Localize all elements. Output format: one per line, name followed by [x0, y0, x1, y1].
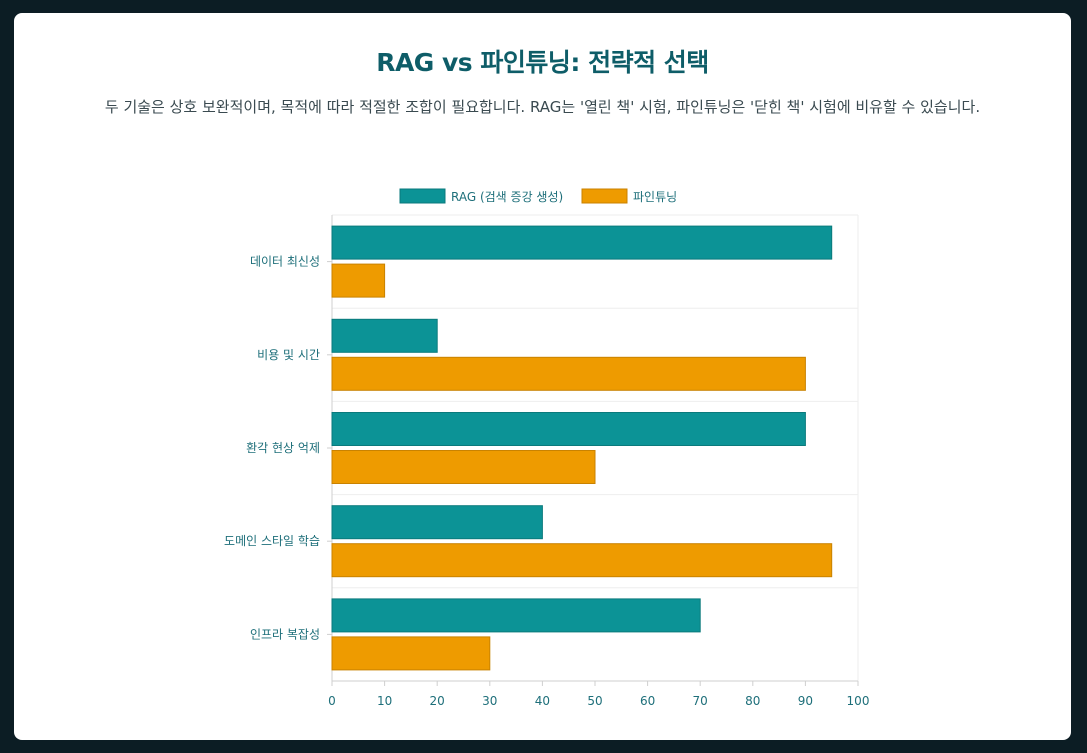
- page-subtitle: 두 기술은 상호 보완적이며, 목적에 따라 적절한 조합이 필요합니다. RA…: [104, 98, 981, 116]
- legend-swatch-0: [399, 188, 446, 204]
- x-tick-label-70: 70: [693, 694, 708, 708]
- category-label-2: 환각 현상 억제: [246, 441, 320, 455]
- bar-rag-0: [331, 225, 833, 260]
- x-tick-label-50: 50: [587, 694, 602, 708]
- legend-label-1: 파인튜닝: [633, 190, 677, 204]
- bar-rag-2: [331, 412, 806, 446]
- bar-rag-1: [331, 318, 438, 353]
- legend-swatch-1: [581, 188, 628, 204]
- chart-card: RAG vs 파인튜닝: 전략적 선택 두 기술은 상호 보완적이며, 목적에 …: [14, 13, 1071, 740]
- x-tick-label-80: 80: [745, 694, 760, 708]
- x-tick-label-40: 40: [535, 694, 550, 708]
- x-tick-label-100: 100: [847, 694, 870, 708]
- bar-rag-3: [331, 505, 543, 540]
- x-tick-label-90: 90: [798, 694, 813, 708]
- bar-finetune-0: [331, 263, 386, 298]
- category-label-4: 인프라 복잡성: [250, 627, 320, 641]
- bar-finetune-1: [331, 356, 806, 391]
- bar-finetune-2: [331, 450, 596, 484]
- x-tick-label-10: 10: [377, 694, 392, 708]
- x-tick-label-30: 30: [482, 694, 497, 708]
- x-tick-label-20: 20: [430, 694, 445, 708]
- bar-rag-4: [331, 598, 701, 633]
- legend-label-0: RAG (검색 증강 생성): [451, 190, 563, 204]
- x-tick-label-0: 0: [328, 694, 336, 708]
- bar-finetune-4: [331, 636, 491, 671]
- bar-chart: RAG (검색 증강 생성) 파인튜닝 0 10 20 30 40 50 60 70 80 90 100…: [224, 188, 870, 708]
- category-label-1: 비용 및 시간: [257, 348, 320, 362]
- page-title: RAG vs 파인튜닝: 전략적 선택: [376, 48, 709, 77]
- bar-finetune-3: [331, 543, 833, 578]
- x-tick-label-60: 60: [640, 694, 655, 708]
- category-label-0: 데이터 최신성: [250, 255, 320, 269]
- category-label-3: 도메인 스타일 학습: [224, 534, 320, 548]
